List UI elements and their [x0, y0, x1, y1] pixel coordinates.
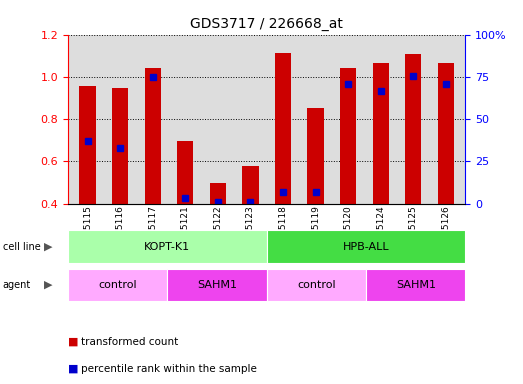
Bar [167, 269, 267, 301]
Text: KOPT-K1: KOPT-K1 [144, 242, 190, 252]
Title: GDS3717 / 226668_at: GDS3717 / 226668_at [190, 17, 343, 31]
Bar [267, 269, 366, 301]
Bar [275, 53, 291, 204]
Bar [405, 54, 422, 204]
Bar [340, 68, 356, 204]
Bar [79, 86, 96, 204]
Text: ■: ■ [68, 364, 78, 374]
Bar [242, 166, 258, 204]
Bar [144, 68, 161, 204]
Text: transformed count: transformed count [81, 337, 178, 347]
Bar [372, 63, 389, 204]
Text: SAHM1: SAHM1 [197, 280, 237, 290]
Bar [308, 108, 324, 204]
Text: percentile rank within the sample: percentile rank within the sample [81, 364, 257, 374]
Text: ▶: ▶ [44, 280, 53, 290]
Bar [210, 184, 226, 204]
Text: control: control [98, 280, 137, 290]
Bar [112, 88, 128, 204]
Text: cell line: cell line [3, 242, 40, 252]
Bar [267, 230, 465, 263]
Bar [366, 269, 465, 301]
Text: SAHM1: SAHM1 [396, 280, 436, 290]
Bar [177, 141, 194, 204]
Text: agent: agent [3, 280, 31, 290]
Bar [438, 63, 454, 204]
Bar [68, 230, 267, 263]
Text: HPB-ALL: HPB-ALL [343, 242, 390, 252]
Text: control: control [297, 280, 336, 290]
Text: ▶: ▶ [44, 242, 53, 252]
Bar [68, 269, 167, 301]
Text: ■: ■ [68, 337, 78, 347]
